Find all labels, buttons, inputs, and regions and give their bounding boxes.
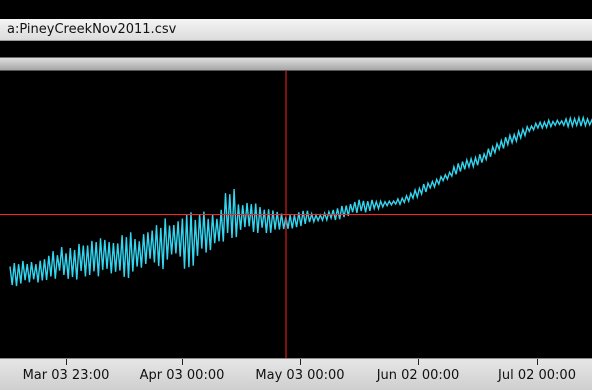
chart-plot-area[interactable] — [0, 71, 592, 358]
x-tick-mark — [182, 359, 183, 365]
x-axis: Mar 03 23:00 Apr 03 00:00 May 03 00:00 J… — [0, 358, 592, 390]
time-series-chart[interactable] — [0, 71, 592, 358]
horizontal-scrollbar[interactable] — [0, 57, 592, 71]
x-tick-mark — [418, 359, 419, 365]
data-series-line — [9, 114, 592, 287]
x-tick-mark — [537, 359, 538, 365]
x-tick-label: May 03 00:00 — [255, 368, 345, 383]
x-tick-label: Apr 03 00:00 — [139, 368, 225, 383]
window-title: a:PineyCreekNov2011.csv — [7, 22, 177, 37]
x-tick-mark — [300, 359, 301, 365]
x-tick-label: Mar 03 23:00 — [22, 368, 110, 383]
x-tick-label: Jun 02 00:00 — [376, 368, 460, 383]
x-tick-label: Jul 02 00:00 — [498, 368, 576, 383]
x-tick-mark — [66, 359, 67, 365]
title-bar[interactable]: a:PineyCreekNov2011.csv — [0, 19, 592, 41]
